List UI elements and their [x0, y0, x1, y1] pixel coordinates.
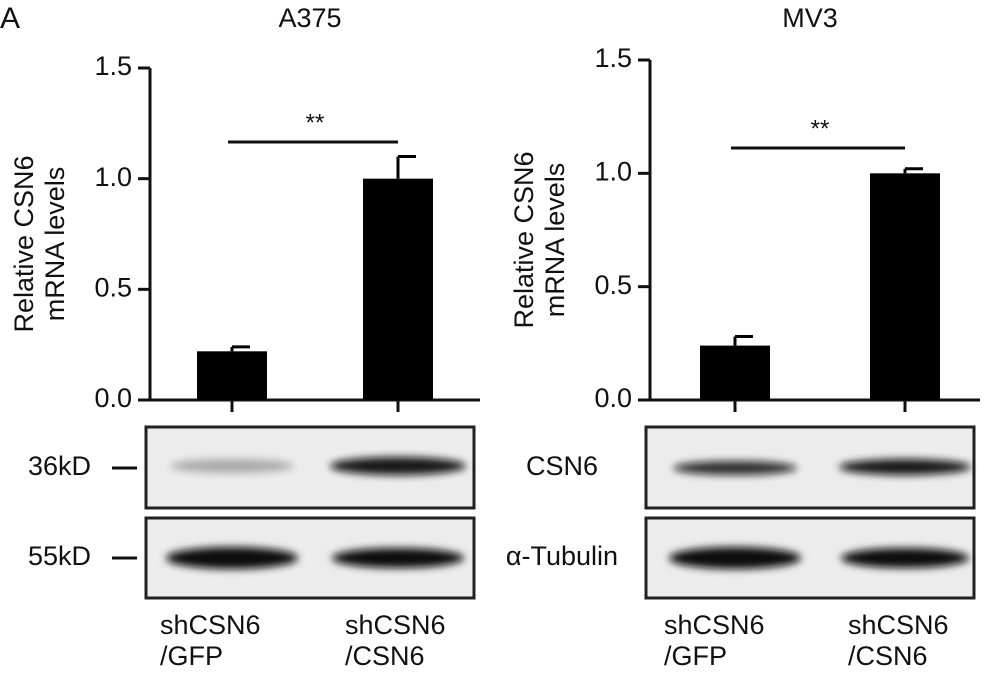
bar: [700, 345, 770, 400]
y-axis-label: Relative CSN6 mRNA levels: [508, 151, 570, 329]
blot-right: [644, 425, 976, 600]
y-tick-label: 0.0: [94, 383, 132, 413]
y-tick-label: 1.0: [94, 162, 132, 192]
y-axis-label: Relative CSN6 mRNA levels: [8, 155, 70, 333]
y-tick-label: 0.5: [94, 272, 132, 302]
bar: [197, 351, 267, 400]
category-label: shCSN6 /GFP: [664, 610, 765, 672]
category-label: shCSN6 /CSN6: [345, 610, 446, 672]
y-tick-label: 0.5: [594, 270, 632, 300]
chart-title: A375: [278, 3, 341, 33]
category-label: shCSN6 /CSN6: [848, 610, 949, 672]
category-label: shCSN6 /GFP: [160, 610, 261, 672]
bar: [870, 173, 940, 400]
blot-size-label: 36kD: [28, 451, 91, 481]
blot-size-label: 55kD: [28, 541, 91, 571]
significance-label: **: [811, 115, 830, 142]
chart-title: MV3: [782, 3, 838, 33]
blot-protein-label: CSN6: [526, 451, 598, 481]
panel-label: A: [0, 2, 20, 35]
bar: [363, 178, 433, 400]
blot-left: [112, 425, 476, 600]
y-tick-label: 1.5: [594, 43, 632, 73]
y-tick-label: 1.5: [94, 51, 132, 81]
y-tick-label: 0.0: [594, 383, 632, 413]
y-tick-label: 1.0: [594, 156, 632, 186]
significance-label: **: [306, 109, 325, 136]
blot-protein-label: α-Tubulin: [506, 541, 618, 571]
